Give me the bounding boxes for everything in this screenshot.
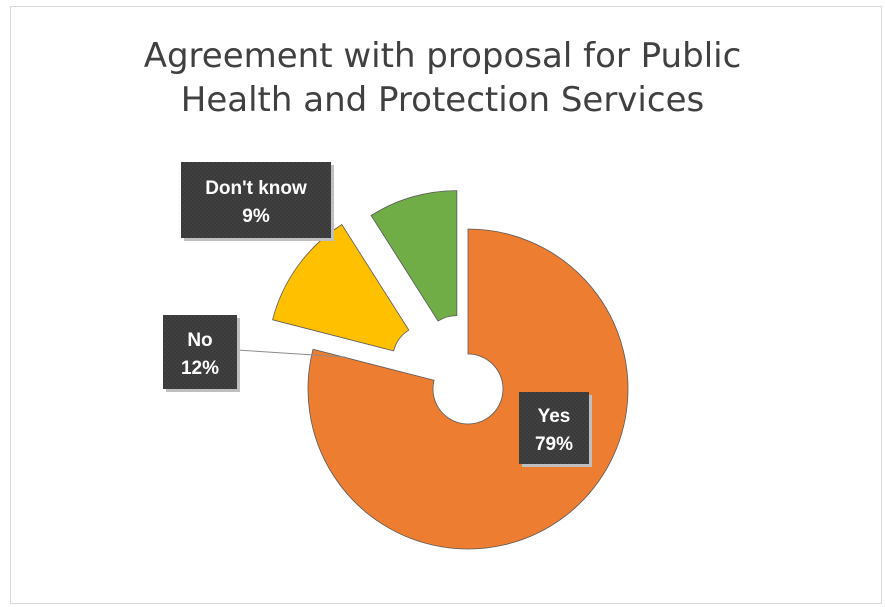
chart-title-line-1: Agreement with proposal for Public xyxy=(143,36,742,76)
data-label-percent: 12% xyxy=(181,358,219,379)
pie-slice-yes xyxy=(307,228,629,550)
data-label-no: No 12% xyxy=(163,315,240,392)
data-label-don-t-know: Don't know 9% xyxy=(181,162,334,241)
data-label-category: Don't know xyxy=(205,178,307,199)
data-label-percent: 9% xyxy=(242,206,270,227)
pie-slice-no xyxy=(272,223,410,352)
data-label-category: No xyxy=(187,330,212,351)
data-label-percent: 79% xyxy=(535,434,573,455)
leader-line xyxy=(236,349,346,358)
pie-slice-don-t-know xyxy=(370,190,458,322)
data-label-category: Yes xyxy=(538,406,571,427)
chart-title: Agreement with proposal for Public Healt… xyxy=(0,34,885,122)
data-label-yes: Yes 79% xyxy=(519,392,592,467)
chart-title-line-2: Health and Protection Services xyxy=(180,80,705,120)
